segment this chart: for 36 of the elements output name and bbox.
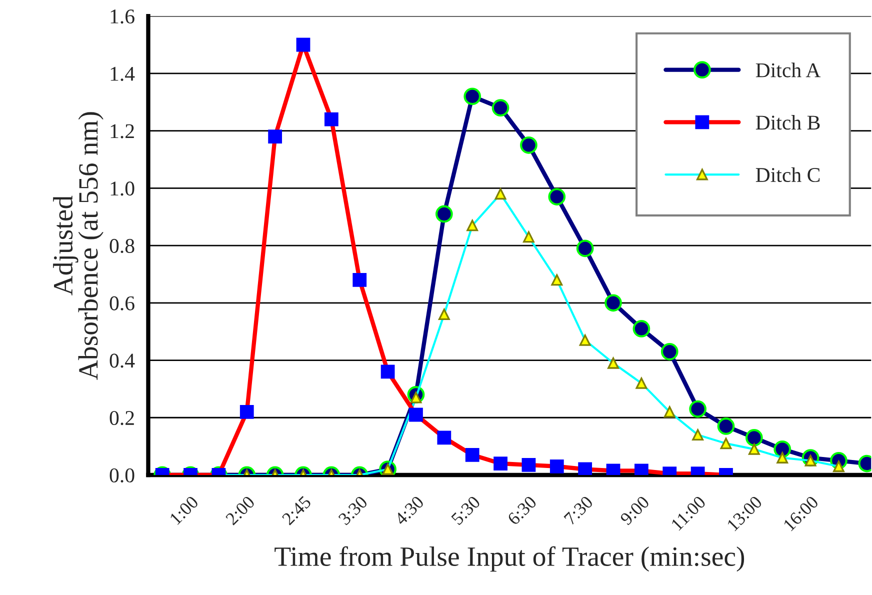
y-axis-title: Adjusted Absorbence (at 556 nm) [53,112,104,380]
x-tick-label: 6:30 [506,495,538,526]
x-tick-label: 1:00 [169,495,200,526]
x-tick-label: 9:00 [620,495,650,526]
x-tick-label: 2:45 [282,495,312,526]
x-axis-title: Time from Pulse Input of Tracer (min:sec) [274,546,744,572]
point [464,88,482,106]
y-tick-label: 1.6 [110,10,134,24]
y-tick-label: 1.2 [110,124,134,138]
point [604,294,622,312]
x-tick-label: 7:30 [564,495,594,526]
y-tick-label: 1.0 [110,182,134,196]
y-tick-label: 0.2 [110,410,134,426]
point [435,205,453,223]
legend-label: Ditch B [756,115,820,130]
point [774,440,792,458]
point [520,136,538,154]
y-tick-label: 0.8 [110,238,134,254]
point [548,188,566,206]
point [492,99,510,117]
x-tick-label: 4:30 [394,495,425,526]
x-tick-label: 3:30 [338,495,368,526]
legend-label: Ditch C [756,167,820,182]
x-tick-label: 5:30 [450,495,481,526]
y-tick-label: 0.6 [110,296,134,310]
point [689,400,706,418]
y-tick-label: 1.4 [110,66,135,81]
y-tick-label: 0.0 [110,468,134,483]
point [576,240,594,258]
legend-label: Ditch A [756,62,821,78]
point [632,320,650,338]
y-tick-label: 0.4 [110,354,135,368]
point [745,429,763,446]
point [717,418,735,435]
point [660,342,678,360]
x-tick-label: 2:00 [225,495,256,526]
